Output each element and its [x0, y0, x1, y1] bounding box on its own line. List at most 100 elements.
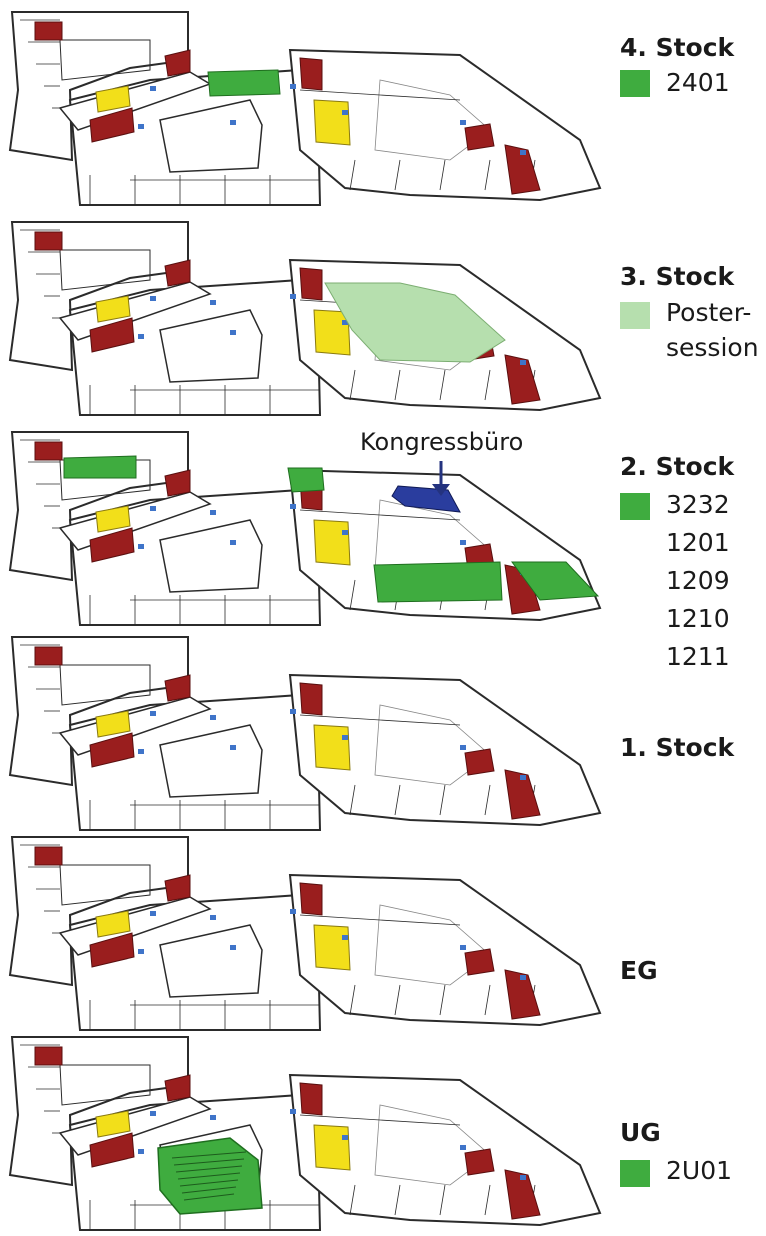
room-postersession	[324, 282, 506, 363]
floor-stock2-service-room	[164, 469, 191, 497]
floor-stock4-stair-room	[313, 99, 351, 146]
room-label-1201: 1201	[666, 528, 730, 557]
callout-label: Kongressbüro	[360, 428, 524, 456]
floor-ug-wall-line	[349, 1184, 356, 1216]
floor-eg-west-wing	[8, 836, 189, 987]
floor-stock3-service-room	[89, 317, 135, 353]
floor-stock3-door-marker	[230, 330, 236, 335]
floor-stock4-door-marker	[230, 120, 236, 125]
floor-stock2-door-marker	[230, 540, 236, 545]
floor-stock3-atrium	[159, 309, 263, 383]
floor-stock4-service-room	[299, 57, 323, 91]
floor-eg-atrium	[159, 924, 263, 998]
floor-ug-door-marker	[342, 1135, 348, 1140]
floor-eg-service-room	[464, 948, 495, 976]
floor-stock4-service-room	[504, 144, 541, 195]
floor-title-ug: UG	[620, 1118, 661, 1147]
swatch-room-3232	[620, 493, 650, 520]
floor-eg-service-room	[299, 882, 323, 916]
floor-eg-service-room	[34, 846, 63, 866]
floor-eg-stair-room	[313, 924, 351, 971]
floor-ug-service-room	[89, 1132, 135, 1168]
floor-stock2-service-room	[34, 441, 63, 461]
floor-eg-door-marker	[520, 975, 526, 980]
floor-ug-wall-line	[484, 1184, 491, 1216]
room-1211	[511, 561, 600, 601]
floor-stock4-service-room	[89, 107, 135, 143]
room-label-session: session	[666, 333, 759, 362]
floor-stock2-door-marker	[342, 530, 348, 535]
floor-stock3-door-marker	[290, 294, 296, 299]
floor-eg-stair-room	[95, 910, 131, 938]
floor-eg-service-room	[164, 874, 191, 902]
floor-eg-wall-line	[349, 984, 356, 1016]
floor-stock1-door-marker	[138, 749, 144, 754]
floor-stock3-service-room	[504, 354, 541, 405]
floor-ug-stair-room	[95, 1110, 131, 1138]
floor-stock4-stair-room	[95, 85, 131, 113]
floor-ug-wall-line	[394, 1184, 401, 1216]
floor-ug-wall-line	[299, 1114, 461, 1126]
floor-stock1-stair-room	[313, 724, 351, 771]
floor-stock1-door-marker	[290, 709, 296, 714]
floor-stock1-wall-line	[349, 784, 356, 816]
floor-stock1-door-marker	[460, 745, 466, 750]
floor-eg-door-marker	[290, 909, 296, 914]
floor-stock3-west-wing	[8, 221, 189, 372]
floor-stock1-service-room	[34, 646, 63, 666]
floor-stock1-door-marker	[210, 715, 216, 720]
floor-stock1-west-court	[59, 664, 151, 706]
floor-stock3-bridge	[58, 281, 212, 341]
floor-stock3-door-marker	[210, 300, 216, 305]
swatch-room-2401	[620, 70, 650, 97]
room-label-3232: 3232	[666, 490, 730, 519]
floor-stock4-door-marker	[520, 150, 526, 155]
floor-title-stock1: 1. Stock	[620, 733, 735, 762]
floor-stock1-atrium	[159, 724, 263, 798]
floor-stock3-service-room	[34, 231, 63, 251]
floor-eg-service-room	[89, 932, 135, 968]
floor-stock2-door-marker	[150, 506, 156, 511]
floor-eg-door-marker	[150, 911, 156, 916]
auditorium-seat-row	[183, 1193, 235, 1201]
floor-stock4-service-room	[34, 21, 63, 41]
floor-ug-door-marker	[460, 1145, 466, 1150]
floor-stock3-wall-line	[439, 369, 446, 401]
floor-eg-wall-line	[484, 984, 491, 1016]
floor-stock4-wall-line	[484, 159, 491, 191]
floor-stock4-door-marker	[150, 86, 156, 91]
floor-stock2-bridge	[58, 491, 212, 551]
floor-stock1-service-room	[89, 732, 135, 768]
floor-stock1-service-room	[464, 748, 495, 776]
floor-stock3-wall-line	[394, 369, 401, 401]
room-2401	[207, 69, 281, 97]
floor-eg-door-marker	[138, 949, 144, 954]
floor-ug-door-marker	[520, 1175, 526, 1180]
floor-ug-service-room	[164, 1074, 191, 1102]
floor-stock1-wall-line	[299, 714, 461, 726]
floor-eg-door-marker	[460, 945, 466, 950]
floor-stock2-wall-line	[349, 579, 356, 611]
floor-stock1-service-room	[299, 682, 323, 716]
floor-stock3-stair-room	[95, 295, 131, 323]
floor-stock4-door-marker	[290, 84, 296, 89]
floor-ug-west-wing	[8, 1036, 189, 1187]
floor-eg-wall-line	[394, 984, 401, 1016]
room-label-2401: 2401	[666, 68, 730, 97]
floor-title-stock3: 3. Stock	[620, 262, 735, 291]
floor-stock1-door-marker	[520, 775, 526, 780]
swatch-room-2u01	[620, 1160, 650, 1187]
floor-eg-wall-line	[299, 914, 461, 926]
floor-stock4-door-marker	[342, 110, 348, 115]
floor-stock4-wall-line	[394, 159, 401, 191]
floor-stock4-west-wing	[8, 11, 189, 162]
floor-ug-door-marker	[138, 1149, 144, 1154]
floor-stock3-stair-room	[313, 309, 351, 356]
floor-stock1-service-room	[164, 674, 191, 702]
room-label-1209: 1209	[666, 566, 730, 595]
floor-stock2-door-marker	[460, 540, 466, 545]
floor-stock2-stair-room	[313, 519, 351, 566]
floor-title-stock4: 4. Stock	[620, 33, 735, 62]
auditorium-seat-row	[175, 1165, 243, 1173]
floor-ug-service-room	[299, 1082, 323, 1116]
